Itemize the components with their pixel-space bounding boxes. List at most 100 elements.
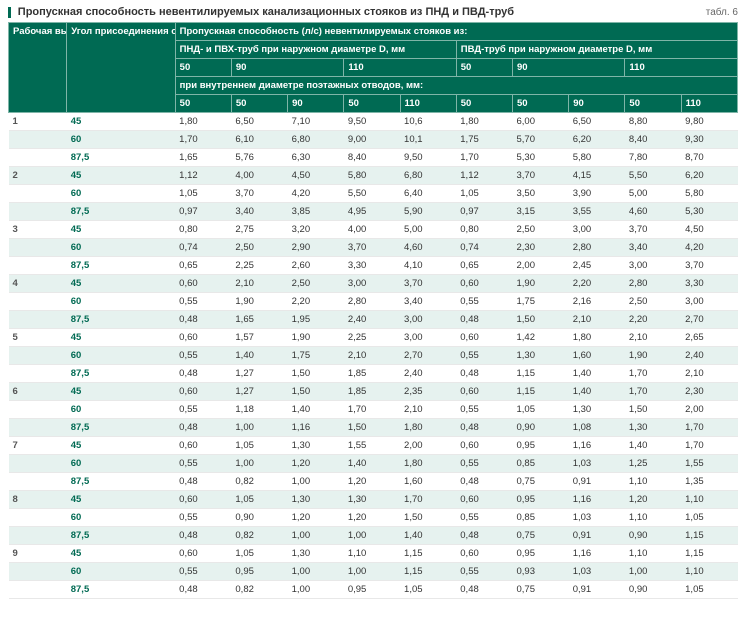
angle-cell: 87,5 [67,257,175,275]
value-cell: 1,50 [625,401,681,419]
table-row: 600,551,181,401,702,100,551,051,301,502,… [9,401,738,419]
value-cell: 1,05 [175,185,231,203]
value-cell: 0,60 [175,275,231,293]
value-cell: 1,90 [512,275,568,293]
value-cell: 9,80 [681,113,737,131]
value-cell: 0,60 [456,329,512,347]
table-row: 600,551,401,752,102,700,551,301,601,902,… [9,347,738,365]
value-cell: 0,55 [175,293,231,311]
value-cell: 0,48 [175,581,231,599]
value-cell: 1,05 [456,185,512,203]
value-cell: 1,85 [344,383,400,401]
value-cell: 2,30 [512,239,568,257]
value-cell: 0,55 [456,509,512,527]
angle-cell: 87,5 [67,527,175,545]
value-cell: 0,60 [175,329,231,347]
value-cell: 0,55 [456,293,512,311]
table-row: 87,50,480,821,001,001,400,480,750,910,90… [9,527,738,545]
value-cell: 1,12 [175,167,231,185]
height-cell [9,581,67,599]
page-title-wrap: Пропускная способность невентилируемых к… [8,6,514,18]
value-cell: 2,90 [288,239,344,257]
value-cell: 0,55 [175,347,231,365]
value-cell: 1,57 [231,329,287,347]
value-cell: 0,82 [231,473,287,491]
header-span-top: Пропускная способность (л/с) невентилиру… [175,23,737,41]
value-cell: 1,40 [344,455,400,473]
value-cell: 0,95 [512,491,568,509]
height-cell [9,239,67,257]
value-cell: 2,00 [400,437,456,455]
inner-d: 110 [681,95,737,113]
height-cell: 2 [9,167,67,185]
value-cell: 1,10 [625,473,681,491]
value-cell: 0,93 [512,563,568,581]
value-cell: 1,70 [681,419,737,437]
table-row: 600,550,901,201,201,500,550,851,031,101,… [9,509,738,527]
header-inner-label: при внутреннем диаметре поэтажных отводо… [175,77,737,95]
outer-d: 90 [231,59,343,77]
value-cell: 2,10 [569,311,625,329]
value-cell: 0,85 [512,455,568,473]
value-cell: 1,00 [231,455,287,473]
angle-cell: 45 [67,491,175,509]
height-cell [9,149,67,167]
value-cell: 3,20 [288,221,344,239]
value-cell: 8,40 [625,131,681,149]
angle-cell: 87,5 [67,149,175,167]
value-cell: 1,40 [231,347,287,365]
value-cell: 1,70 [456,149,512,167]
angle-cell: 87,5 [67,581,175,599]
value-cell: 0,55 [175,455,231,473]
value-cell: 3,30 [681,275,737,293]
inner-d: 50 [512,95,568,113]
angle-cell: 45 [67,545,175,563]
value-cell: 0,48 [175,527,231,545]
value-cell: 2,10 [344,347,400,365]
value-cell: 1,70 [681,437,737,455]
angle-cell: 45 [67,221,175,239]
height-cell [9,563,67,581]
angle-cell: 60 [67,293,175,311]
value-cell: 1,05 [512,401,568,419]
outer-d: 110 [625,59,738,77]
value-cell: 4,20 [288,185,344,203]
value-cell: 2,70 [400,347,456,365]
value-cell: 0,55 [456,563,512,581]
value-cell: 1,30 [625,419,681,437]
height-cell [9,455,67,473]
value-cell: 2,40 [681,347,737,365]
value-cell: 1,50 [344,419,400,437]
value-cell: 1,00 [288,473,344,491]
value-cell: 1,20 [344,473,400,491]
value-cell: 5,80 [681,185,737,203]
value-cell: 3,40 [231,203,287,221]
value-cell: 0,48 [175,419,231,437]
angle-cell: 45 [67,275,175,293]
angle-cell: 87,5 [67,203,175,221]
height-cell [9,527,67,545]
value-cell: 3,30 [344,257,400,275]
value-cell: 1,16 [569,545,625,563]
value-cell: 2,80 [344,293,400,311]
value-cell: 1,10 [344,545,400,563]
value-cell: 3,70 [400,275,456,293]
value-cell: 1,90 [288,329,344,347]
value-cell: 1,55 [681,455,737,473]
value-cell: 1,35 [681,473,737,491]
value-cell: 2,40 [344,311,400,329]
value-cell: 1,55 [344,437,400,455]
value-cell: 1,70 [175,131,231,149]
value-cell: 2,10 [625,329,681,347]
value-cell: 1,25 [625,455,681,473]
value-cell: 2,50 [512,221,568,239]
angle-cell: 60 [67,347,175,365]
value-cell: 1,75 [456,131,512,149]
table-row: 600,551,902,202,803,400,551,752,162,503,… [9,293,738,311]
value-cell: 6,10 [231,131,287,149]
value-cell: 1,90 [625,347,681,365]
value-cell: 3,00 [344,275,400,293]
table-row: 6450,601,271,501,852,350,601,151,401,702… [9,383,738,401]
value-cell: 0,60 [456,545,512,563]
value-cell: 2,25 [344,329,400,347]
